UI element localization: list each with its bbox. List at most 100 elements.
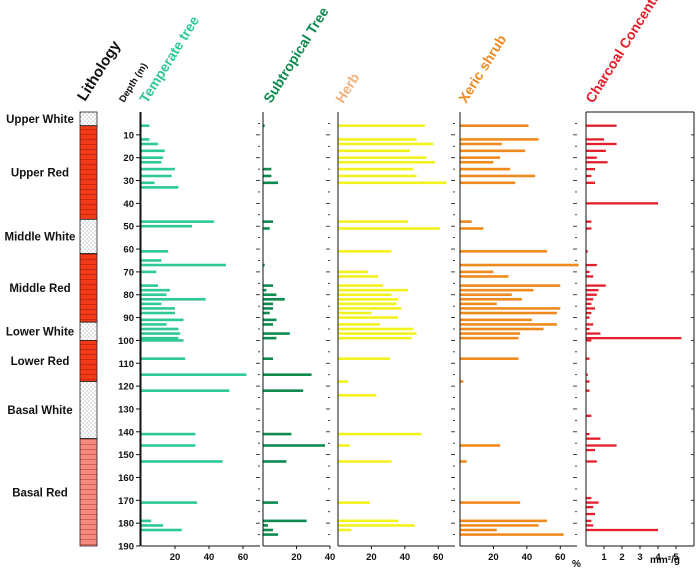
bar-herb — [338, 519, 399, 523]
lithology-label-basal-white: Basal White — [7, 405, 72, 417]
bar-herb — [338, 160, 435, 164]
bar-charcoal-concentration — [586, 284, 606, 287]
x-tick-label: 20 — [291, 552, 302, 563]
bar-xeric-shrub — [460, 227, 484, 230]
bar-xeric-shrub — [460, 174, 536, 178]
bar-charcoal-concentration — [586, 501, 599, 504]
bar-xeric-shrub — [460, 181, 516, 185]
depth-axis: 10 20 30 40 50 60 70 80 90 100 110 120 130 140 150 160 1… — [118, 112, 141, 553]
depth-tick-label: 130 — [118, 404, 134, 415]
bar-temperate-tree — [141, 332, 181, 335]
lithology-label-upper-red: Upper Red — [11, 168, 69, 180]
bar-subtropical-tree — [263, 501, 279, 504]
x-tick-label: 4 — [655, 552, 661, 563]
bar-temperate-tree — [141, 318, 184, 322]
bar-subtropical-tree — [263, 432, 292, 436]
bar-charcoal-concentration — [586, 202, 658, 205]
bar-herb — [338, 311, 372, 315]
bar-herb — [338, 316, 399, 319]
bar-subtropical-tree — [263, 181, 279, 185]
bar-subtropical-tree — [263, 263, 265, 267]
bar-xeric-shrub — [460, 284, 561, 287]
bar-herb — [338, 460, 392, 463]
bar-xeric-shrub — [460, 124, 529, 128]
bar-temperate-tree — [141, 138, 150, 141]
bar-temperate-tree — [141, 323, 167, 326]
depth-tick-label: 40 — [123, 199, 134, 210]
panel-charcoal-concentration: 1 2 3 4 5 — [585, 111, 695, 563]
bar-xeric-shrub — [460, 519, 547, 523]
depth-tick-label: 90 — [123, 313, 134, 324]
x-tick-label: 20 — [170, 552, 181, 563]
bar-subtropical-tree — [263, 124, 265, 128]
lithology-label-upper-white: Upper White — [6, 114, 74, 126]
depth-tick-label: 20 — [123, 153, 134, 164]
bar-xeric-shrub — [460, 332, 521, 335]
bar-temperate-tree — [141, 293, 167, 297]
bar-xeric-shrub — [460, 380, 464, 383]
bar-herb — [338, 220, 409, 223]
bar-xeric-shrub — [460, 528, 497, 532]
bar-charcoal-concentration — [586, 323, 594, 326]
bar-subtropical-tree — [263, 288, 267, 292]
bar-temperate-tree — [141, 263, 226, 267]
bar-temperate-tree — [141, 460, 223, 463]
bar-subtropical-tree — [263, 318, 277, 322]
depth-tick-label: 120 — [118, 382, 134, 393]
bar-charcoal-concentration — [586, 373, 588, 376]
bar-temperate-tree — [141, 181, 155, 185]
bar-xeric-shrub — [460, 160, 494, 164]
bar-subtropical-tree — [263, 332, 290, 335]
bar-herb — [338, 302, 397, 306]
taxa-panels: 20 40 60 20 40 20 40 60 20 40 60 1 2 3 4 5 — [140, 111, 695, 563]
bar-xeric-shrub — [460, 270, 494, 274]
bar-subtropical-tree — [263, 311, 270, 315]
bar-temperate-tree — [141, 524, 164, 527]
bar-charcoal-concentration — [586, 167, 595, 171]
bar-charcoal-concentration — [586, 357, 590, 360]
title-xeric-shrub: Xeric shrub — [455, 32, 509, 106]
bar-xeric-shrub — [460, 138, 539, 141]
bar-charcoal-concentration — [586, 149, 606, 152]
bar-temperate-tree — [141, 307, 175, 310]
bar-herb — [338, 227, 440, 230]
bar-subtropical-tree — [263, 528, 274, 532]
bar-subtropical-tree — [263, 373, 312, 376]
bar-charcoal-concentration — [586, 181, 595, 184]
bar-charcoal-concentration — [586, 138, 604, 141]
bar-charcoal-concentration — [586, 460, 597, 463]
bar-subtropical-tree — [263, 389, 304, 392]
panel-subtropical-tree: 20 40 — [262, 112, 335, 563]
x-tick-label: 20 — [488, 552, 499, 563]
bar-charcoal-concentration — [586, 327, 590, 331]
bar-temperate-tree — [141, 432, 196, 436]
bar-charcoal-concentration — [586, 289, 599, 292]
lithology-label-lower-white: Lower White — [6, 326, 74, 338]
bar-herb — [338, 432, 422, 436]
x-tick-label: 5 — [673, 552, 679, 563]
bar-xeric-shrub — [460, 357, 519, 360]
panel-xeric-shrub: 20 40 60 — [459, 112, 579, 563]
bar-subtropical-tree — [263, 220, 274, 223]
lithology-column: Upper White Upper Red Middle White Middle R… — [5, 111, 98, 547]
bar-herb — [338, 156, 427, 159]
bar-xeric-shrub — [460, 533, 564, 536]
bar-herb — [338, 357, 390, 360]
bar-temperate-tree — [141, 288, 170, 292]
x-tick-label: 40 — [522, 552, 533, 563]
lithology-label-basal-red: Basal Red — [12, 487, 68, 499]
bar-charcoal-concentration — [586, 227, 592, 230]
bar-xeric-shrub — [460, 156, 501, 159]
bar-subtropical-tree — [263, 284, 274, 287]
bar-temperate-tree — [141, 389, 230, 392]
bar-subtropical-tree — [263, 227, 270, 230]
bar-herb — [338, 174, 417, 178]
bar-herb — [338, 393, 377, 397]
lithology-unit-middle-red — [79, 253, 98, 323]
bar-charcoal-concentration — [586, 336, 682, 340]
bar-charcoal-concentration — [586, 512, 595, 516]
bar-temperate-tree — [141, 186, 179, 189]
bar-temperate-tree — [141, 167, 175, 171]
depth-tick-label: 60 — [123, 245, 134, 256]
